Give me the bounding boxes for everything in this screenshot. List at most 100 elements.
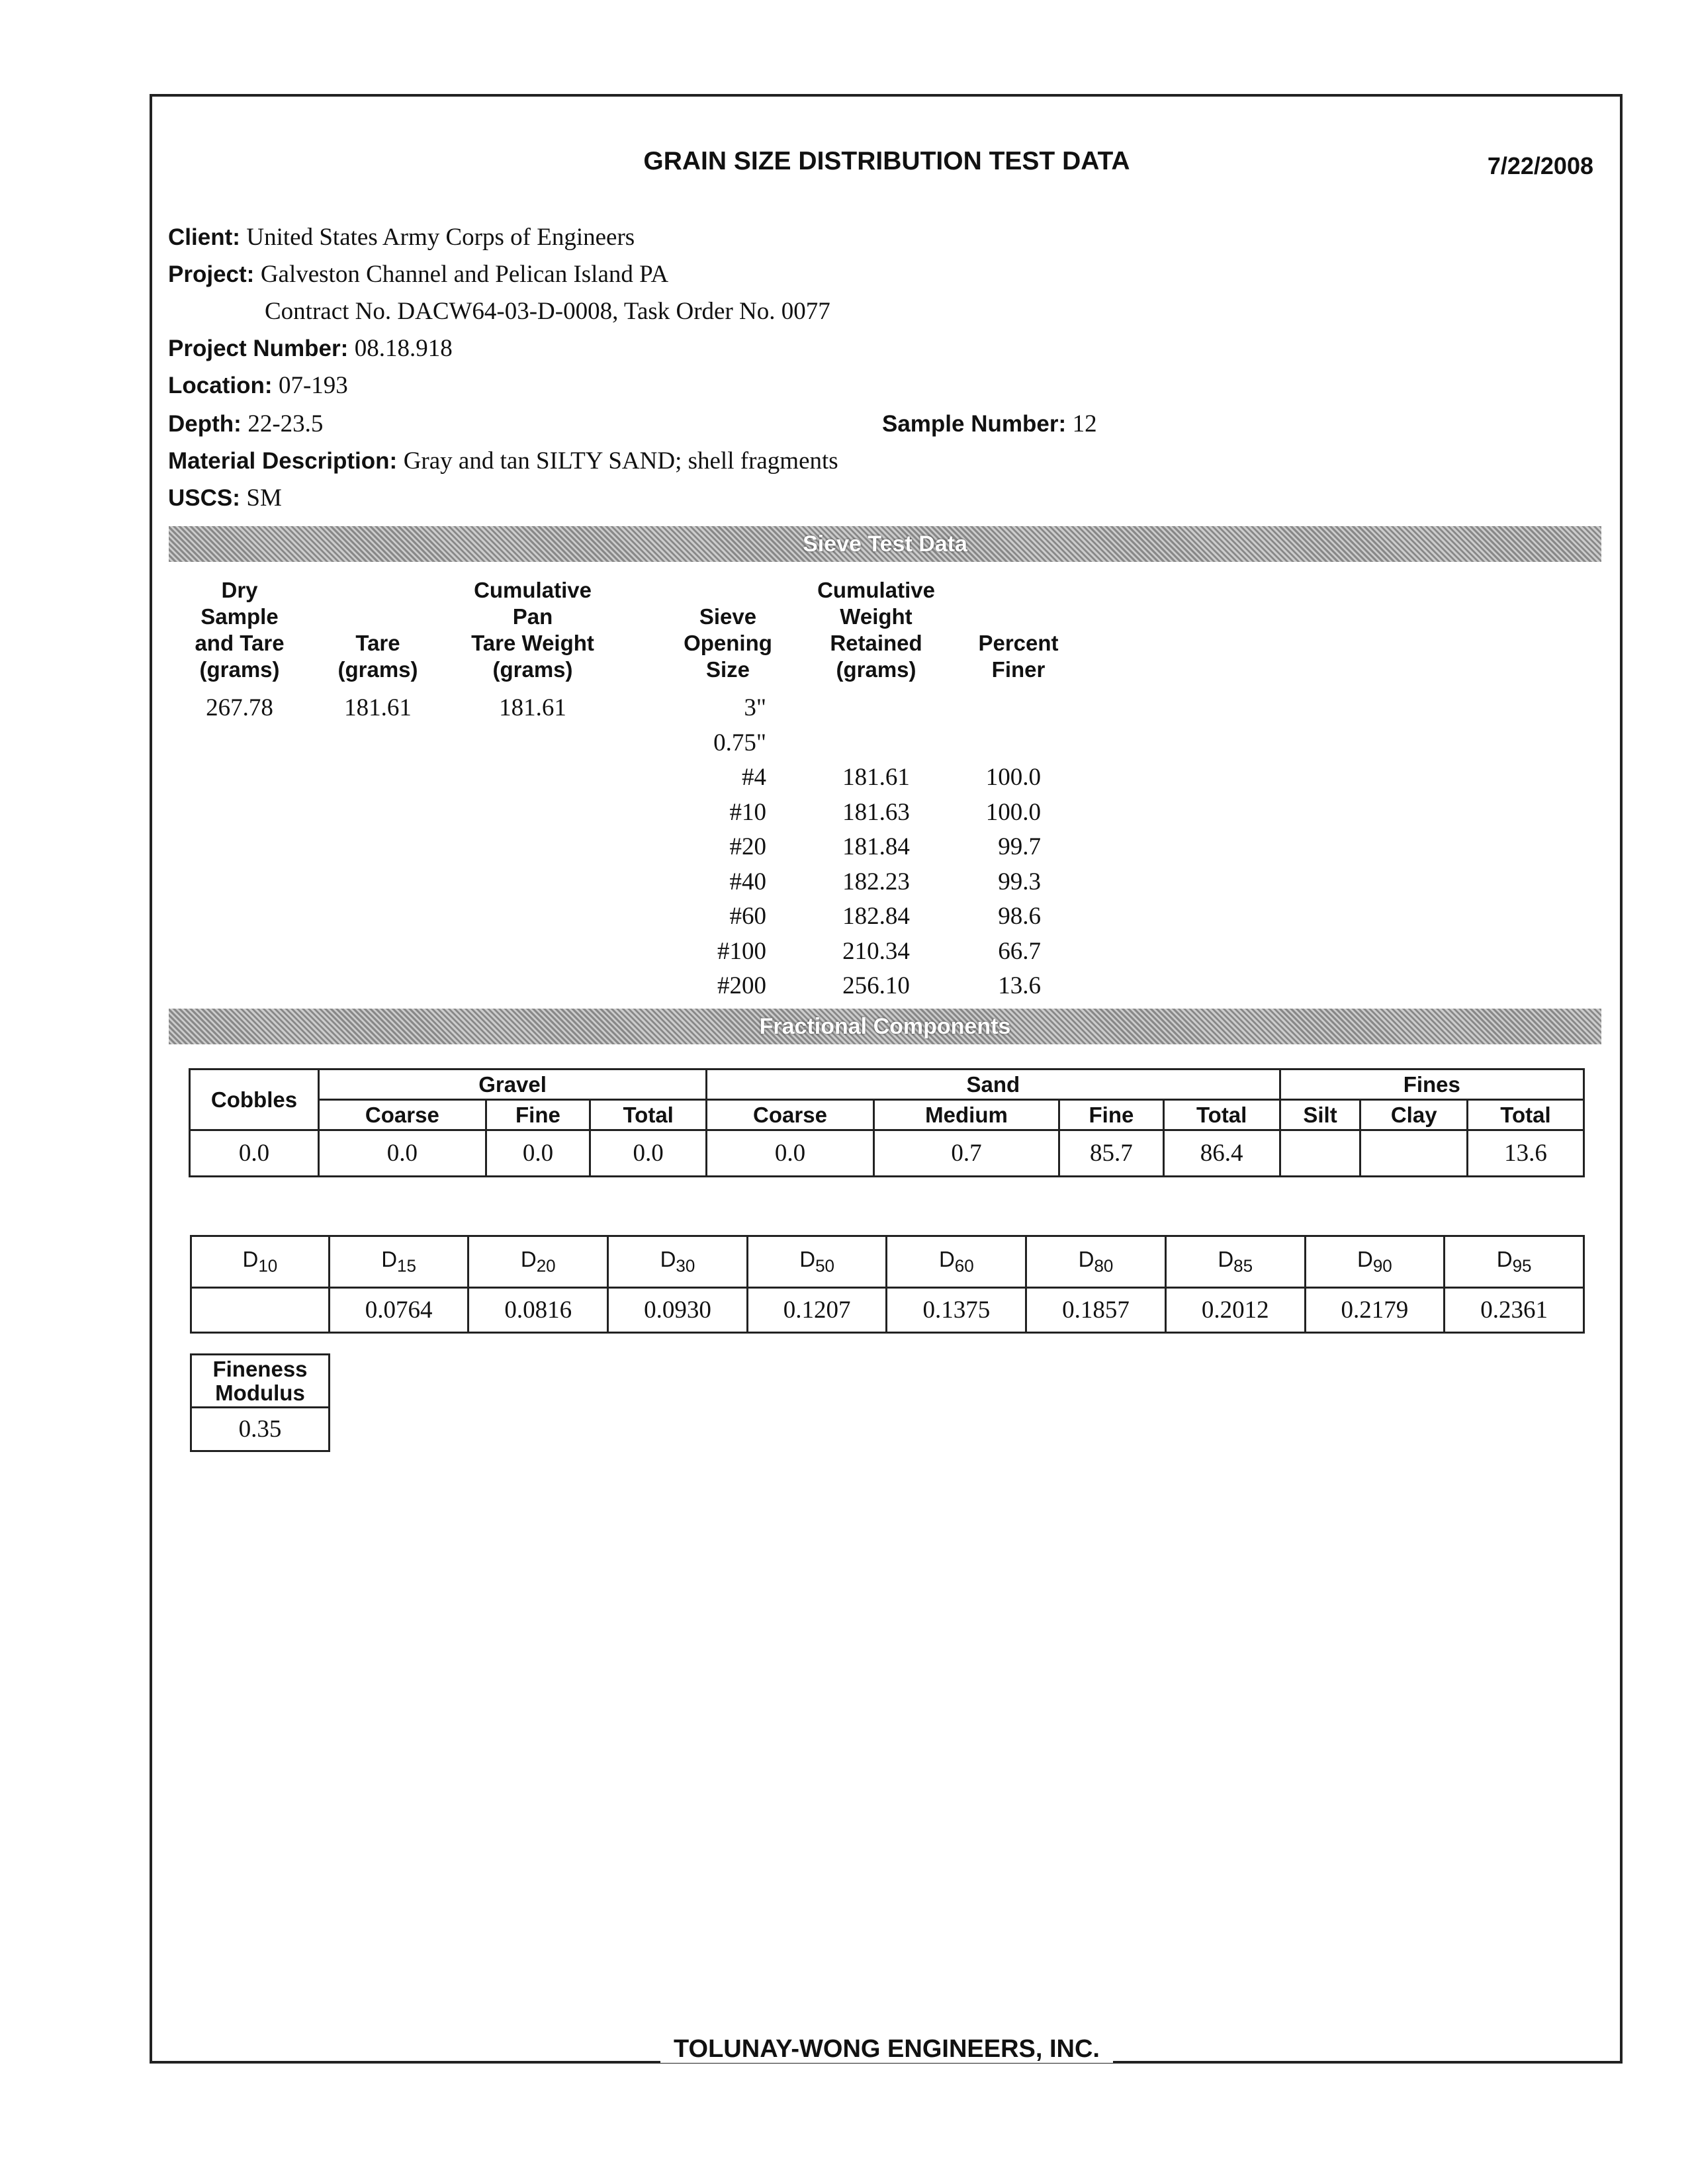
d-label: D95 [1443,1235,1585,1289]
dry-sample-value: 267.78 [206,694,273,721]
d-value: 0.2179 [1304,1287,1446,1334]
page-border [150,94,1623,2064]
report-title: GRAIN SIZE DISTRIBUTION TEST DATA [643,147,1130,175]
cumulative-retained: 182.23 [842,868,910,895]
sieve-size: #40 [729,868,767,895]
cobbles-header: Cobbles [189,1068,320,1131]
fractional-components-table: Cobbles Gravel Sand Fines Coarse Fine Tota… [189,1068,1585,1177]
d-letter: D [520,1247,537,1272]
d-label: D60 [885,1235,1028,1289]
fraction-subheader: Fine [1058,1099,1165,1131]
fraction-subheader: Total [1162,1099,1281,1131]
tare-value: 181.61 [344,694,412,721]
cumulative-retained: 210.34 [842,937,910,965]
cumulative-retained: 181.63 [842,798,910,826]
fineness-modulus-table: Fineness Modulus 0.35 [190,1353,330,1452]
d-subscript: 10 [258,1255,278,1276]
fraction-value: 0.0 [589,1129,708,1177]
sieve-size: #20 [729,833,767,860]
header-pan-tare: Cumulative Pan Tare Weight (grams) [471,578,594,682]
header-percent-finer: Percent Finer [978,631,1059,682]
d-subscript: 20 [536,1255,556,1276]
d-subscript: 30 [676,1255,695,1276]
client-line: Client: United States Army Corps of Engi… [168,224,635,251]
d-letter: D [381,1247,398,1272]
fines-header: Fines [1278,1068,1585,1101]
d-label: D20 [467,1235,609,1289]
d-label: D80 [1025,1235,1167,1289]
d-label: D90 [1304,1235,1446,1289]
d-value: 0.0816 [467,1287,609,1334]
d-letter: D [938,1247,955,1272]
fraction-subheader: Total [589,1099,708,1131]
fineness-modulus-value: 0.35 [190,1406,330,1452]
d-label: D15 [328,1235,470,1289]
sieve-test-data-bar: Sieve Test Data [169,526,1601,562]
fraction-value [1278,1129,1362,1177]
fraction-subheader: Medium [872,1099,1061,1131]
percent-finer: 13.6 [998,972,1041,999]
d-subscript: 85 [1233,1255,1253,1276]
d-label: D85 [1164,1235,1306,1289]
contract-line: Contract No. DACW64-03-D-0008, Task Orde… [265,298,830,325]
fraction-value: 86.4 [1162,1129,1281,1177]
project-number-line: Project Number: 08.18.918 [168,335,453,362]
report-date: 7/22/2008 [1487,152,1593,179]
d-letter: D [242,1247,259,1272]
d-value: 0.2361 [1443,1287,1585,1334]
cumulative-retained: 182.84 [842,903,910,930]
sample-number-line: Sample Number: 12 [882,410,1097,437]
company-name: TOLUNAY-WONG ENGINEERS, INC. [660,2035,1113,2063]
d-letter: D [799,1247,816,1272]
fraction-value: 0.0 [189,1129,320,1177]
d-subscript: 15 [397,1255,416,1276]
cumulative-retained: 256.10 [842,972,910,999]
material-line: Material Description: Gray and tan SILTY… [168,447,838,475]
percent-finer: 100.0 [985,798,1041,826]
d-subscript: 95 [1512,1255,1532,1276]
fraction-subheader: Total [1466,1099,1585,1131]
sieve-size: 3" [744,694,766,721]
d-subscript: 60 [954,1255,974,1276]
fineness-modulus-label: Fineness Modulus [190,1353,330,1408]
d-value: 0.1207 [746,1287,888,1334]
d-label: D30 [607,1235,748,1289]
d-value: 0.1375 [885,1287,1028,1334]
fraction-value: 85.7 [1058,1129,1165,1177]
d-letter: D [1496,1247,1513,1272]
fraction-value [1359,1129,1468,1177]
cumulative-retained: 181.84 [842,833,910,860]
sieve-size: #100 [717,937,766,965]
d-subscript: 90 [1372,1255,1392,1276]
fraction-value: 0.7 [872,1129,1061,1177]
footer: TOLUNAY-WONG ENGINEERS, INC. [0,2035,1694,2064]
percent-finer: 99.3 [998,868,1041,895]
d-letter: D [1078,1247,1094,1272]
sieve-size: #60 [729,903,767,930]
fraction-value: 0.0 [318,1129,487,1177]
header-sieve-size: Sieve Opening Size [684,604,772,682]
sieve-size: 0.75" [713,729,766,756]
d-value: 0.2012 [1164,1287,1306,1334]
d-value: 0.0764 [328,1287,470,1334]
d-value: 0.1857 [1025,1287,1167,1334]
fraction-value: 0.0 [705,1129,875,1177]
fraction-subheader: Coarse [705,1099,875,1131]
depth-line: Depth: 22-23.5 [168,410,324,437]
cumulative-retained: 181.61 [842,764,910,791]
fraction-subheader: Coarse [318,1099,487,1131]
d-letter: D [660,1247,676,1272]
d-value [190,1287,330,1334]
header-tare: Tare (grams) [337,631,418,682]
header-cumulative-retained: Cumulative Weight Retained (grams) [817,578,935,682]
sieve-size: #4 [742,764,766,791]
location-line: Location: 07-193 [168,372,348,399]
pan-tare-value: 181.61 [499,694,566,721]
fraction-value: 13.6 [1466,1129,1585,1177]
d-label: D10 [190,1235,330,1289]
uscs-line: USCS: SM [168,484,282,512]
fraction-value: 0.0 [484,1129,592,1177]
d-subscript: 50 [815,1255,835,1276]
percent-finer: 98.6 [998,903,1041,930]
